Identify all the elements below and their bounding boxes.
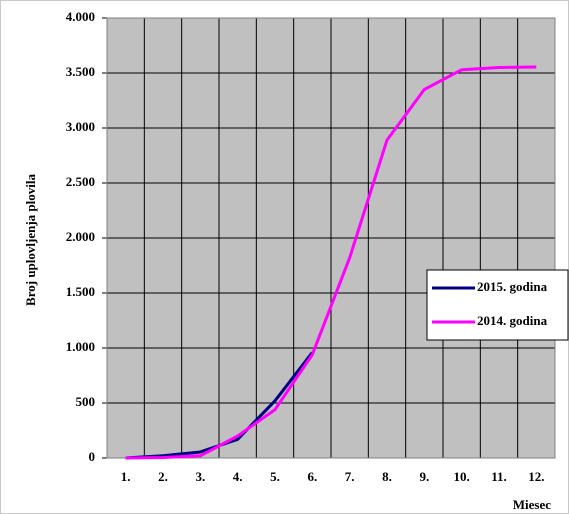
y-tick-label: 0 (89, 449, 96, 464)
x-tick-label: 12. (528, 469, 544, 484)
y-tick-label: 3.000 (66, 119, 95, 134)
y-tick-label: 3.500 (66, 64, 95, 79)
x-tick-label: 11. (491, 469, 507, 484)
x-axis-label: Miesec (513, 497, 551, 512)
y-tick-label: 1.000 (66, 339, 95, 354)
x-tick-label: 3. (195, 469, 205, 484)
y-axis-label: Broj uplovljenja plovila (23, 174, 38, 306)
legend-label: 2014. godina (477, 313, 548, 328)
y-tick-label: 2.500 (66, 174, 95, 189)
x-tick-label: 6. (307, 469, 317, 484)
legend-label: 2015. godina (477, 279, 548, 294)
y-tick-label: 1.500 (66, 284, 95, 299)
x-tick-label: 9. (419, 469, 429, 484)
y-tick-label: 4.000 (66, 9, 95, 24)
legend-box (426, 269, 569, 341)
x-tick-label: 5. (270, 469, 280, 484)
series-line (125, 65, 537, 460)
y-tick-label: 2.000 (66, 229, 95, 244)
x-tick-label: 10. (454, 469, 470, 484)
x-tick-label: 7. (345, 469, 355, 484)
x-tick-label: 8. (382, 469, 392, 484)
x-tick-label: 2. (158, 469, 168, 484)
plot-border (106, 17, 556, 459)
y-tick-label: 500 (76, 394, 96, 409)
x-tick-label: 4. (233, 469, 243, 484)
x-tick-label: 1. (121, 469, 131, 484)
